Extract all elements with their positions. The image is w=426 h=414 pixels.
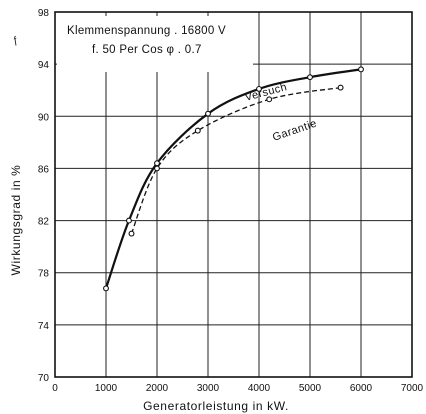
corner-mark: ƒ xyxy=(11,35,20,47)
x-tick-label: 6000 xyxy=(350,383,373,394)
series-garantie-point xyxy=(266,96,273,103)
x-tick-label: 5000 xyxy=(299,383,322,394)
y-tick-label: 78 xyxy=(38,269,50,280)
x-tick-label: 3000 xyxy=(197,383,220,394)
series-versuch-point xyxy=(307,74,313,81)
series-garantie-point xyxy=(337,84,344,91)
y-tick-label: 74 xyxy=(38,321,50,332)
x-tick-label: 0 xyxy=(52,383,58,394)
series-label-garantie: Garantie xyxy=(271,117,319,143)
y-tick-label: 82 xyxy=(38,217,50,228)
y-axis-title: Wirkungsgrad in % xyxy=(9,165,23,276)
series-garantie-point xyxy=(154,165,160,172)
info-box-line-2: f. 50 Per Cos φ . 0.7 xyxy=(92,44,202,56)
x-axis-title: Generatorleistung in kW. xyxy=(143,399,289,413)
y-tick-label: 86 xyxy=(38,164,50,175)
y-tick-label: 90 xyxy=(38,112,50,123)
series-versuch-point xyxy=(125,217,132,224)
series-garantie-point xyxy=(194,127,201,134)
tick-labels: 0 1000 2000 3000 4000 5000 6000 7000 70 74 78 82 86 9… xyxy=(38,8,424,394)
y-tick-label: 94 xyxy=(38,60,50,71)
series-versuch-point xyxy=(256,85,262,92)
info-box: Klemmenspannung . 16800 V f. 50 Per Cos … xyxy=(57,16,253,72)
series-lines xyxy=(103,66,364,292)
x-tick-label: 2000 xyxy=(146,383,169,394)
series-garantie-line xyxy=(130,86,341,234)
x-tick-label: 7000 xyxy=(401,383,424,394)
y-tick-label: 98 xyxy=(38,8,50,19)
x-tick-label: 4000 xyxy=(248,383,271,394)
x-tick-label: 1000 xyxy=(95,383,118,394)
series-versuch-point xyxy=(103,285,109,292)
plot-frame xyxy=(54,11,413,378)
info-box-line-1: Klemmenspannung . 16800 V xyxy=(67,25,226,37)
series-garantie-point xyxy=(128,230,135,237)
y-tick-label: 70 xyxy=(38,373,50,384)
series-versuch-line xyxy=(104,68,362,289)
series-versuch-point xyxy=(205,110,211,117)
series-versuch-point xyxy=(358,66,364,73)
